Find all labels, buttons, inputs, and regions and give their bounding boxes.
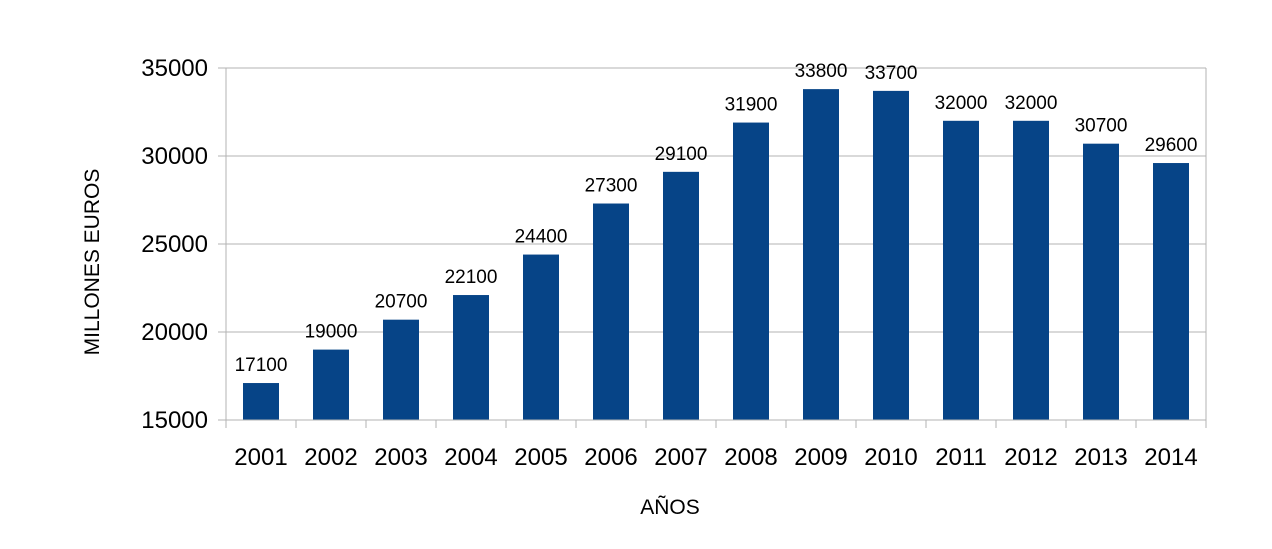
data-label-2007: 29100	[655, 144, 708, 165]
bar-2005	[523, 254, 559, 420]
bar-2012	[1013, 120, 1049, 421]
bar-2002	[313, 349, 349, 420]
data-label-2001: 17100	[235, 355, 288, 376]
x-tick-label-2001: 2001	[234, 444, 287, 471]
data-labels: 17100 19000 20700 22100 24400 27300 29100 31900…	[235, 61, 1198, 376]
bar-2014	[1153, 163, 1189, 421]
x-tick-label-2014: 2014	[1144, 444, 1197, 471]
gridlines	[226, 67, 1206, 421]
y-tick-label-0: 15000	[141, 407, 208, 434]
bar-2010	[873, 90, 909, 420]
y-tick-label-3: 30000	[141, 143, 208, 170]
data-label-2004: 22100	[445, 267, 498, 288]
x-tick-label-2004: 2004	[444, 444, 497, 471]
bar-2011	[943, 120, 979, 421]
x-tick-label-2003: 2003	[374, 444, 427, 471]
data-label-2010: 33700	[865, 63, 918, 84]
bar-2006	[593, 203, 629, 420]
y-tick-label-1: 20000	[141, 319, 208, 346]
y-tick-label-2: 25000	[141, 231, 208, 258]
bar-2009	[803, 89, 839, 421]
bar-2001	[243, 383, 279, 420]
data-label-2008: 31900	[725, 95, 778, 116]
x-tick-label-2007: 2007	[654, 444, 707, 471]
x-tick-label-2012: 2012	[1004, 444, 1057, 471]
bar-2007	[663, 171, 699, 420]
data-label-2006: 27300	[585, 176, 638, 197]
x-tick-label-2013: 2013	[1074, 444, 1127, 471]
x-tick-label-2002: 2002	[304, 444, 357, 471]
data-label-2013: 30700	[1075, 116, 1128, 137]
axes	[218, 67, 1207, 428]
bar-2013	[1083, 143, 1119, 420]
x-tick-label-2006: 2006	[584, 444, 637, 471]
data-label-2002: 19000	[305, 322, 358, 343]
bar-2008	[733, 122, 769, 420]
data-label-2009: 33800	[795, 61, 848, 82]
x-tick-label-2005: 2005	[514, 444, 567, 471]
bars	[243, 89, 1189, 421]
y-tick-labels: 15000 20000 25000 30000 35000	[141, 55, 208, 434]
data-label-2012: 32000	[1005, 93, 1058, 114]
x-tick-label-2008: 2008	[724, 444, 777, 471]
x-tick-label-2009: 2009	[794, 444, 847, 471]
data-label-2005: 24400	[515, 227, 568, 248]
x-tick-label-2010: 2010	[864, 444, 917, 471]
x-tick-labels: 2001 2002 2003 2004 2005 2006 2007 2008 2009 2010…	[234, 444, 1197, 471]
x-axis-title: AÑOS	[640, 495, 700, 519]
data-label-2011: 32000	[935, 93, 988, 114]
x-tick-label-2011: 2011	[935, 444, 987, 471]
data-label-2014: 29600	[1145, 135, 1198, 156]
y-tick-label-4: 35000	[141, 55, 208, 82]
data-label-2003: 20700	[375, 292, 428, 313]
bar-2003	[383, 319, 419, 420]
bar-2004	[453, 295, 489, 420]
y-axis-title: MILLONES EUROS	[81, 169, 104, 356]
